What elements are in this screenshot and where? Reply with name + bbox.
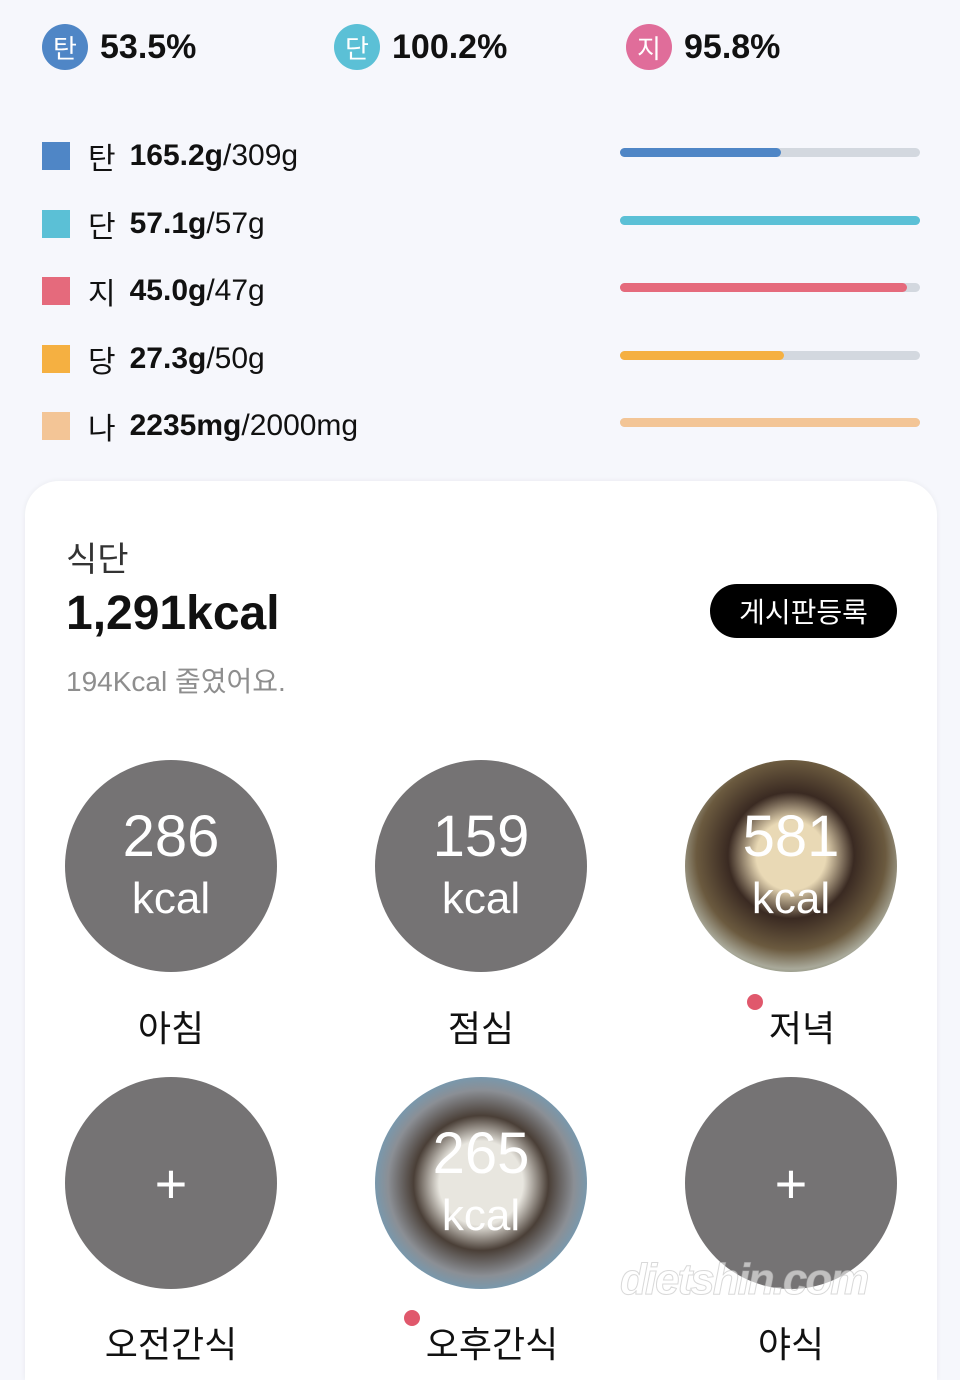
nutrient-progress-bar xyxy=(620,283,920,292)
meal-label-text: 오전간식 xyxy=(104,1324,238,1365)
meal-circle-button[interactable]: 265 kcal xyxy=(375,1077,587,1289)
nutrient-name: 나 xyxy=(88,413,116,446)
nutrient-name: 지 xyxy=(88,278,116,311)
meal-circle-button[interactable]: 581 kcal xyxy=(685,760,897,972)
nutrient-name: 당 xyxy=(88,345,116,379)
meal-kcal-unit: kcal xyxy=(441,874,521,923)
meal-label: 저녁 xyxy=(685,994,897,1052)
post-to-board-button[interactable]: 게시판등록 xyxy=(710,584,897,638)
kcal-reduced-note: 194Kcal 줄였어요. xyxy=(66,666,286,697)
nutrient-value: 2235mg xyxy=(129,409,242,442)
nutrient-value: 165.2g xyxy=(129,139,224,172)
color-swatch xyxy=(42,209,70,238)
nutrient-value: 27.3g xyxy=(129,341,207,375)
nutrient-row: 단 57.1g /57g xyxy=(42,202,265,246)
nutrient-row: 당 27.3g /50g xyxy=(42,337,265,381)
color-swatch xyxy=(42,277,70,305)
progress-fill xyxy=(620,418,920,427)
meal-kcal-unit: kcal xyxy=(751,874,831,923)
nutrient-row: 탄 165.2g /309g xyxy=(42,134,298,178)
color-swatch xyxy=(42,412,70,440)
meal-circle-button[interactable]: + xyxy=(65,1077,277,1289)
meal-kcal-unit: kcal xyxy=(441,1191,521,1240)
meal-label: 오후간식 xyxy=(375,1310,587,1368)
nutrient-value: 45.0g xyxy=(129,274,207,307)
nutrient-name: 탄 xyxy=(88,143,116,176)
protein-badge: 단 xyxy=(334,24,380,70)
meal-label: 야식 xyxy=(685,1316,897,1368)
meal-label-text: 오후간식 xyxy=(425,1324,559,1365)
nutrient-row: 지 45.0g /47g xyxy=(42,269,265,313)
new-dot-indicator xyxy=(403,1310,420,1326)
fat-percent: 지 95.8% xyxy=(626,24,780,70)
carb-percent: 탄 53.5% xyxy=(42,24,196,70)
meal-label: 아침 xyxy=(65,1000,277,1052)
meal-label: 점심 xyxy=(375,1000,587,1052)
meal-circle-button[interactable]: 159 kcal xyxy=(375,760,587,972)
plus-icon: + xyxy=(154,1151,188,1215)
progress-fill xyxy=(620,215,920,225)
meal-kcal: 265 xyxy=(432,1121,530,1186)
nutrient-progress-bar xyxy=(620,215,920,225)
nutrient-progress-bar xyxy=(620,148,920,157)
progress-fill xyxy=(620,283,908,292)
nutrient-goal: /309g xyxy=(223,139,299,172)
meal-kcal: 581 xyxy=(742,804,840,869)
meal-label-text: 점심 xyxy=(447,1008,515,1049)
carb-percent-value: 53.5% xyxy=(100,27,197,66)
protein-percent: 단 100.2% xyxy=(334,24,507,70)
nutrient-goal: /57g xyxy=(206,206,265,240)
nutrient-goal: /47g xyxy=(206,274,265,307)
nutrient-progress-bar xyxy=(620,418,920,427)
meal-kcal-unit: kcal xyxy=(131,874,211,923)
nutrient-goal: /2000mg xyxy=(241,409,359,442)
diet-title: 식단 xyxy=(66,541,129,579)
nutrient-goal: /50g xyxy=(206,341,265,375)
carb-badge: 탄 xyxy=(42,24,88,70)
total-kcal: 1,291kcal xyxy=(66,587,280,640)
meal-label-text: 저녁 xyxy=(768,1008,836,1049)
meal-circle-button[interactable]: 286 kcal xyxy=(65,760,277,972)
color-swatch xyxy=(42,344,70,373)
progress-fill xyxy=(620,350,784,360)
meal-label-text: 아침 xyxy=(137,1008,205,1049)
meal-label: 오전간식 xyxy=(65,1316,277,1368)
fat-percent-value: 95.8% xyxy=(684,27,781,66)
new-dot-indicator xyxy=(746,994,763,1010)
protein-percent-value: 100.2% xyxy=(392,27,508,66)
nutrient-value: 57.1g xyxy=(129,206,207,240)
fat-badge: 지 xyxy=(626,24,672,70)
nutrient-row: 나 2235mg /2000mg xyxy=(42,404,358,448)
meal-label-text: 야식 xyxy=(757,1324,825,1365)
plus-icon: + xyxy=(774,1151,808,1215)
nutrient-progress-bar xyxy=(620,350,920,360)
progress-fill xyxy=(620,148,781,157)
meal-kcal: 159 xyxy=(432,804,530,869)
meal-kcal: 286 xyxy=(122,804,220,869)
color-swatch xyxy=(42,142,70,170)
meal-circle-button[interactable]: + xyxy=(685,1077,897,1289)
nutrient-name: 단 xyxy=(88,210,116,244)
watermark-logo: dietshin.com xyxy=(620,1255,870,1305)
